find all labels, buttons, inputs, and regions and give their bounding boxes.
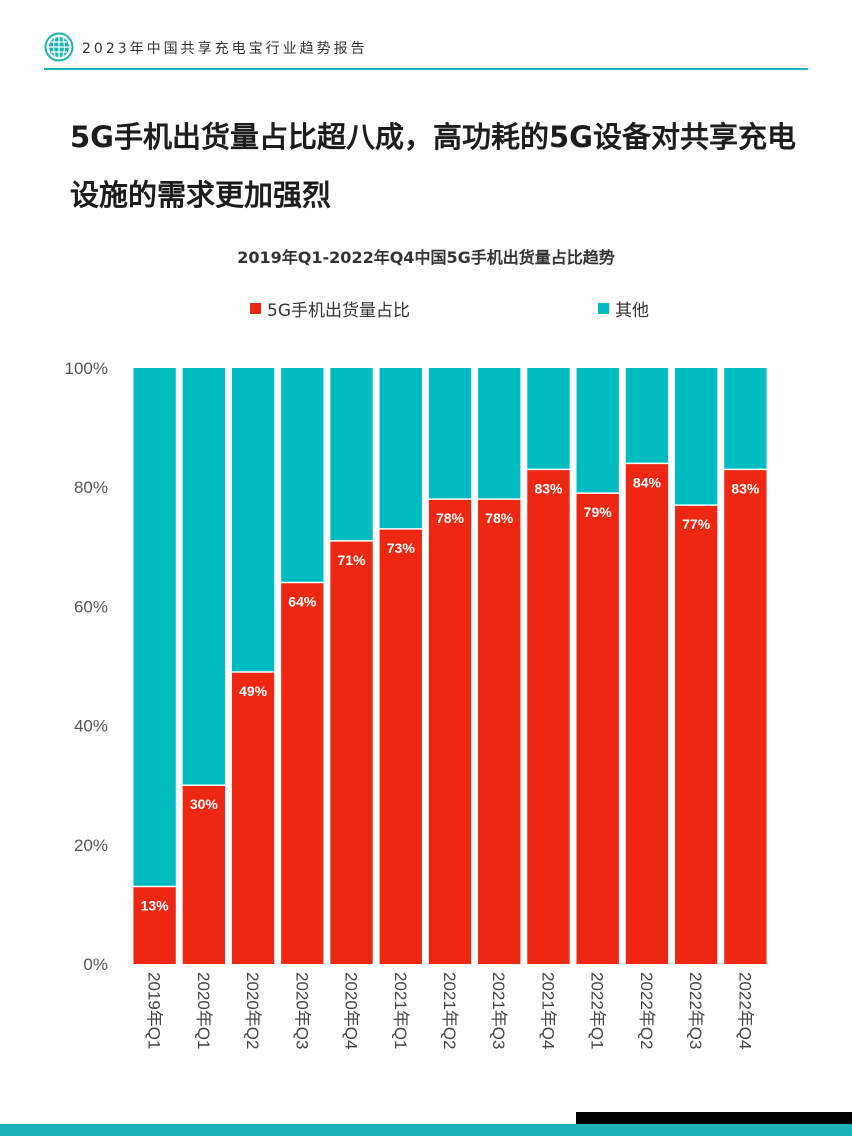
bar-other	[133, 368, 176, 887]
x-tick-label: 2021年Q3	[489, 972, 508, 1050]
bar-5g	[576, 493, 619, 964]
bar-5g	[281, 582, 324, 964]
bar-5g	[478, 499, 521, 964]
bar-other	[576, 368, 619, 494]
report-header: 2023年中国共享充电宝行业趋势报告	[44, 30, 808, 64]
data-label: 30%	[190, 796, 219, 812]
footer-black-bar	[576, 1112, 852, 1124]
data-label: 84%	[633, 474, 662, 490]
report-title: 2023年中国共享充电宝行业趋势报告	[82, 41, 368, 57]
bar-other	[527, 368, 570, 470]
x-tick-label: 2021年Q1	[391, 972, 410, 1050]
chart-title: 2019年Q1-2022年Q4中国5G手机出货量占比趋势	[237, 248, 615, 267]
data-label: 49%	[239, 683, 268, 699]
x-tick-label: 2020年Q2	[243, 972, 262, 1050]
legend-swatch-other	[598, 303, 609, 314]
y-tick-label: 0%	[83, 955, 108, 974]
data-label: 79%	[584, 504, 613, 520]
chart-legend: 5G手机出货量占比 其他	[0, 296, 852, 321]
bar-5g	[527, 469, 570, 964]
bar-5g	[674, 505, 718, 964]
bar-5g	[182, 785, 226, 964]
bar-5g	[724, 469, 767, 964]
header-divider	[44, 68, 808, 70]
y-tick-label: 100%	[65, 359, 108, 378]
footer-accent-bar	[0, 1124, 852, 1136]
globe-logo-icon	[44, 32, 74, 62]
data-label: 71%	[338, 552, 367, 568]
data-label: 78%	[436, 510, 465, 526]
bar-other	[231, 368, 275, 672]
bar-5g	[428, 499, 472, 964]
data-label: 77%	[682, 516, 711, 532]
bar-other	[182, 368, 226, 786]
bar-5g	[231, 671, 275, 964]
legend-swatch-5g	[250, 303, 261, 314]
x-tick-label: 2022年Q1	[588, 972, 607, 1050]
data-label: 73%	[387, 540, 416, 556]
page-title: 5G手机出货量占比超八成，高功耗的5G设备对共享充电设施的需求更加强烈	[70, 120, 796, 212]
x-tick-label: 2021年Q4	[538, 972, 557, 1050]
y-tick-label: 60%	[74, 597, 108, 616]
legend-item-other: 其他	[598, 296, 649, 321]
data-label: 13%	[141, 898, 170, 914]
bar-other	[674, 368, 718, 506]
bar-5g	[133, 886, 176, 964]
legend-label-other: 其他	[615, 301, 649, 321]
bar-other	[625, 368, 669, 464]
x-tick-label: 2021年Q2	[440, 972, 459, 1050]
x-tick-label: 2019年Q1	[145, 972, 164, 1050]
x-tick-label: 2020年Q1	[194, 972, 213, 1050]
bar-5g	[330, 540, 373, 964]
y-tick-label: 20%	[74, 836, 108, 855]
bar-5g	[625, 463, 669, 964]
bar-other	[379, 368, 422, 529]
bar-other	[428, 368, 472, 500]
bar-other	[724, 368, 767, 470]
y-tick-label: 40%	[74, 717, 108, 736]
bar-other	[281, 368, 324, 583]
data-label: 83%	[731, 480, 760, 496]
x-tick-label: 2020年Q3	[292, 972, 311, 1050]
data-label: 78%	[485, 510, 514, 526]
bar-5g	[379, 528, 422, 964]
x-tick-label: 2020年Q4	[342, 972, 361, 1050]
x-tick-label: 2022年Q3	[686, 972, 705, 1050]
data-label: 83%	[534, 480, 563, 496]
bar-other	[330, 368, 373, 541]
y-tick-label: 80%	[74, 478, 108, 497]
legend-label-5g: 5G手机出货量占比	[267, 301, 410, 321]
x-tick-label: 2022年Q2	[637, 972, 656, 1050]
bar-other	[478, 368, 521, 500]
legend-item-5g: 5G手机出货量占比	[250, 296, 410, 321]
data-label: 64%	[288, 594, 317, 610]
x-tick-label: 2022年Q4	[735, 972, 754, 1050]
